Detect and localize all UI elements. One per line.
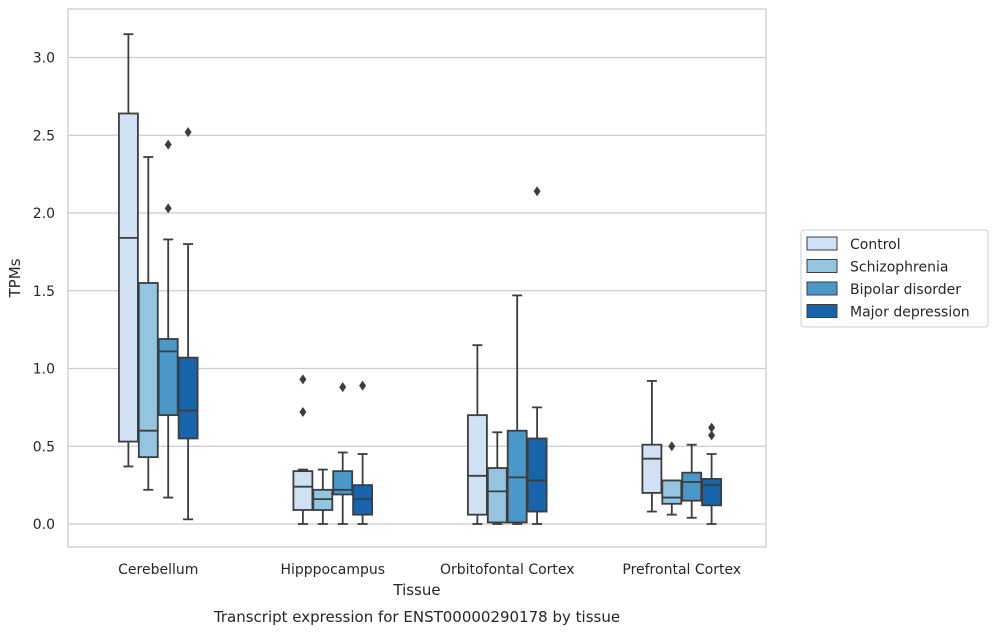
y-tick-label: 0.0 bbox=[33, 517, 55, 533]
legend-swatch-major-depression bbox=[806, 304, 838, 318]
box-series bbox=[118, 33, 722, 525]
box-hipppocampus-major-depression bbox=[352, 380, 374, 525]
legend: Control Schizophrenia Bipolar disorder Majo… bbox=[800, 229, 989, 328]
iqr-box bbox=[661, 479, 683, 505]
box-cerebellum-control bbox=[118, 33, 139, 468]
y-tick-label: 2.5 bbox=[33, 128, 55, 144]
outlier-point bbox=[533, 186, 541, 197]
iqr-box bbox=[118, 112, 139, 443]
box-prefrontal-cortex-bipolar-disorder bbox=[681, 443, 703, 519]
iqr-box bbox=[526, 437, 548, 513]
iqr-box bbox=[641, 443, 663, 494]
outlier-point bbox=[299, 407, 307, 418]
y-tick-label: 2.0 bbox=[33, 206, 55, 222]
box-prefrontal-cortex-schizophrenia bbox=[661, 441, 683, 516]
outlier-point bbox=[164, 203, 172, 214]
box-prefrontal-cortex-major-depression bbox=[701, 422, 722, 525]
box-orbitofontal-cortex-bipolar-disorder bbox=[506, 294, 528, 525]
legend-swatch-schizophrenia bbox=[806, 259, 838, 273]
x-tick-label-orbitofontal-cortex: Orbitofontal Cortex bbox=[440, 562, 575, 578]
box-orbitofontal-cortex-control bbox=[466, 344, 488, 525]
box-cerebellum-schizophrenia bbox=[137, 156, 159, 491]
legend-label-control: Control bbox=[850, 237, 901, 253]
y-tick-label: 3.0 bbox=[33, 51, 55, 67]
iqr-box bbox=[466, 414, 488, 516]
y-tick-label: 1.0 bbox=[33, 362, 55, 378]
legend-swatch-bipolar-disorder bbox=[806, 281, 838, 296]
y-tick-label: 0.5 bbox=[33, 439, 55, 455]
box-prefrontal-cortex-control bbox=[641, 380, 663, 513]
box-hipppocampus-control bbox=[292, 374, 314, 525]
box-hipppocampus-schizophrenia bbox=[312, 468, 334, 525]
x-tick-label-prefrontal-cortex: Prefrontal Cortex bbox=[622, 562, 741, 578]
outlier-point bbox=[299, 374, 307, 385]
outlier-point bbox=[359, 380, 367, 391]
legend-swatch-control bbox=[806, 236, 838, 251]
box-cerebellum-major-depression bbox=[177, 127, 199, 521]
y-axis: 0.0 0.5 1.0 1.5 2.0 2.5 3.0 bbox=[33, 51, 55, 534]
outlier-point bbox=[708, 430, 716, 441]
x-tick-label-hipppocampus: Hipppocampus bbox=[280, 562, 385, 578]
box-orbitofontal-cortex-schizophrenia bbox=[486, 431, 508, 525]
y-axis-title: TPMs bbox=[6, 258, 24, 298]
iqr-box bbox=[292, 470, 314, 511]
outlier-point bbox=[164, 139, 172, 150]
x-tick-label-cerebellum: Cerebellum bbox=[118, 562, 198, 578]
outlier-point bbox=[339, 382, 347, 393]
series-bipolar-disorder bbox=[157, 139, 703, 525]
x-axis: Cerebellum Hipppocampus Orbitofontal Corte… bbox=[118, 562, 741, 578]
chart-caption: Transcript expression for ENST0000029017… bbox=[213, 608, 620, 626]
iqr-box bbox=[701, 478, 722, 507]
series-schizophrenia bbox=[137, 156, 683, 525]
legend-label-schizophrenia: Schizophrenia bbox=[850, 260, 948, 276]
outlier-point bbox=[708, 422, 716, 433]
series-control bbox=[118, 33, 663, 525]
legend-label-major-depression: Major depression bbox=[850, 305, 970, 321]
legend-label-bipolar-disorder: Bipolar disorder bbox=[850, 282, 961, 298]
box-cerebellum-bipolar-disorder bbox=[157, 139, 179, 499]
box-orbitofontal-cortex-major-depression bbox=[526, 186, 548, 525]
iqr-box bbox=[157, 338, 179, 417]
outlier-point bbox=[668, 441, 676, 452]
series-major-depression bbox=[177, 127, 722, 525]
outlier-point bbox=[184, 127, 192, 138]
x-axis-title: Tissue bbox=[392, 581, 440, 599]
plot-frame bbox=[67, 8, 767, 548]
iqr-box bbox=[332, 470, 354, 496]
y-tick-label: 1.5 bbox=[33, 284, 55, 300]
box-hipppocampus-bipolar-disorder bbox=[332, 382, 354, 525]
iqr-box bbox=[681, 471, 703, 502]
iqr-box bbox=[177, 356, 199, 440]
iqr-box bbox=[486, 467, 508, 524]
legend-frame bbox=[800, 229, 989, 328]
